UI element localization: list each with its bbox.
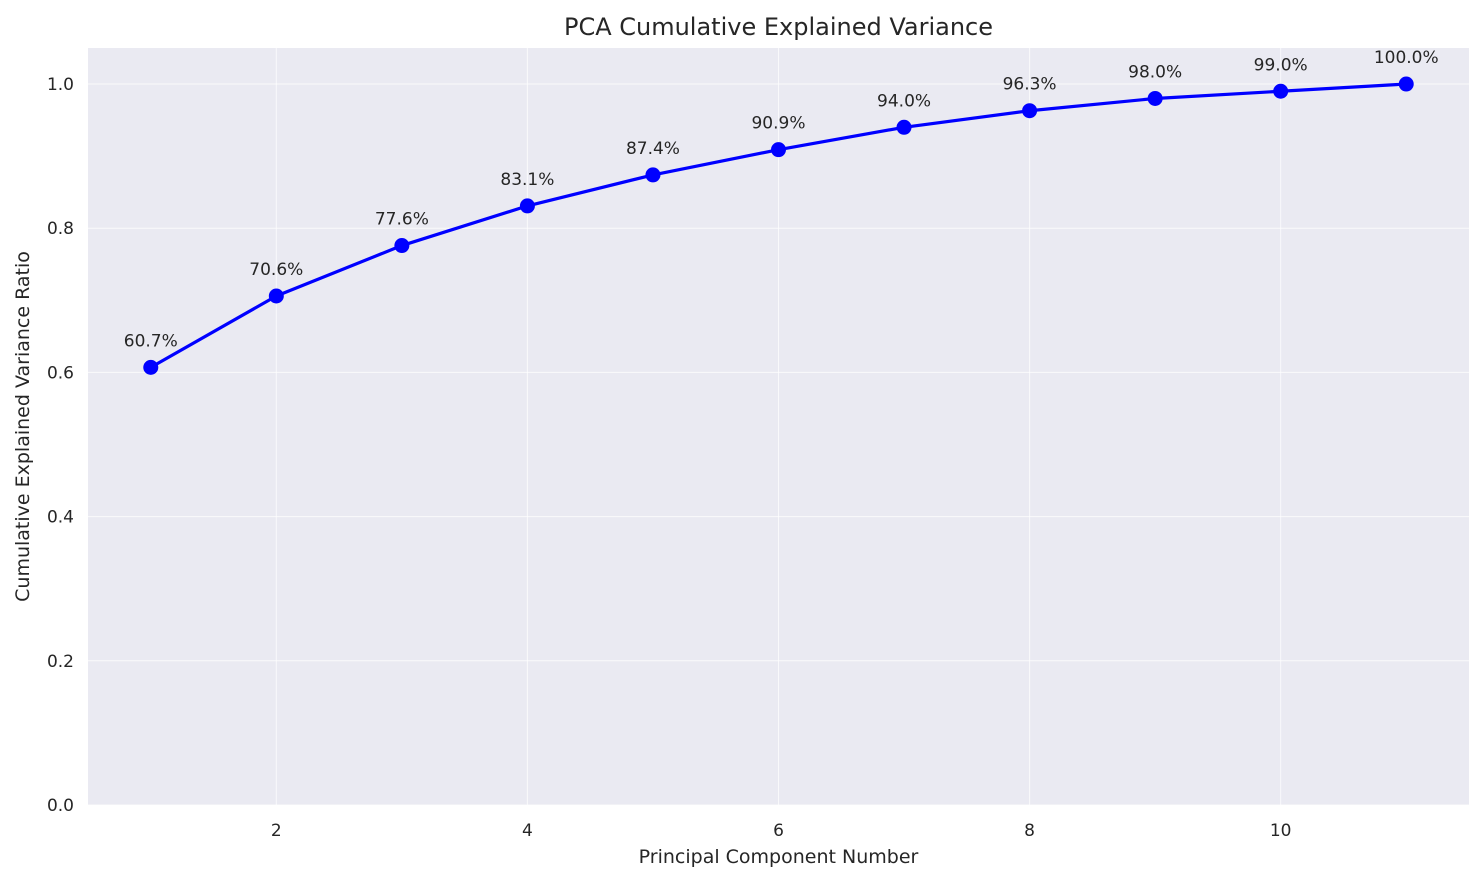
data-point bbox=[896, 119, 912, 135]
y-tick-label: 0.8 bbox=[47, 219, 74, 239]
data-label: 100.0% bbox=[1374, 48, 1439, 68]
data-point bbox=[645, 167, 661, 183]
data-label: 83.1% bbox=[500, 170, 554, 190]
data-label: 77.6% bbox=[375, 210, 429, 230]
y-tick-label: 0.0 bbox=[47, 796, 74, 816]
y-tick-label: 1.0 bbox=[47, 75, 74, 95]
x-axis-label: Principal Component Number bbox=[639, 846, 919, 868]
data-point bbox=[394, 238, 410, 254]
x-tick-label: 10 bbox=[1270, 821, 1292, 841]
data-label: 87.4% bbox=[626, 139, 680, 159]
y-tick-label: 0.2 bbox=[47, 652, 74, 672]
x-tick-label: 8 bbox=[1024, 821, 1035, 841]
chart-title: PCA Cumulative Explained Variance bbox=[564, 13, 993, 41]
x-tick-label: 2 bbox=[271, 821, 282, 841]
data-point bbox=[1147, 90, 1163, 106]
data-point bbox=[1273, 83, 1289, 99]
data-labels: 60.7% 70.6% 77.6% 83.1% 87.4% 90.9% 94.0% 96.3%… bbox=[124, 48, 1439, 351]
y-tick-label: 0.6 bbox=[47, 363, 74, 383]
grid-lines bbox=[88, 48, 1469, 806]
series-layer bbox=[143, 76, 1414, 375]
data-point bbox=[771, 142, 786, 158]
x-tick-label: 4 bbox=[522, 821, 533, 841]
data-point bbox=[1398, 76, 1414, 92]
data-point bbox=[1022, 103, 1038, 119]
axis-ticks: 2 4 6 8 10 0.0 0.2 0.4 0.6 0.8 1.0 bbox=[47, 75, 1292, 841]
data-label: 60.7% bbox=[124, 331, 178, 351]
data-point bbox=[268, 288, 284, 304]
data-point bbox=[519, 198, 535, 214]
y-tick-label: 0.4 bbox=[47, 508, 74, 528]
y-axis-label: Cumulative Explained Variance Ratio bbox=[12, 251, 34, 602]
data-label: 94.0% bbox=[877, 91, 931, 111]
data-label: 96.3% bbox=[1003, 75, 1057, 95]
x-tick-label: 6 bbox=[773, 821, 784, 841]
data-label: 98.0% bbox=[1128, 62, 1182, 82]
data-label: 90.9% bbox=[751, 114, 805, 134]
data-label: 70.6% bbox=[249, 260, 303, 280]
data-label: 99.0% bbox=[1254, 55, 1308, 75]
data-point bbox=[143, 359, 159, 375]
